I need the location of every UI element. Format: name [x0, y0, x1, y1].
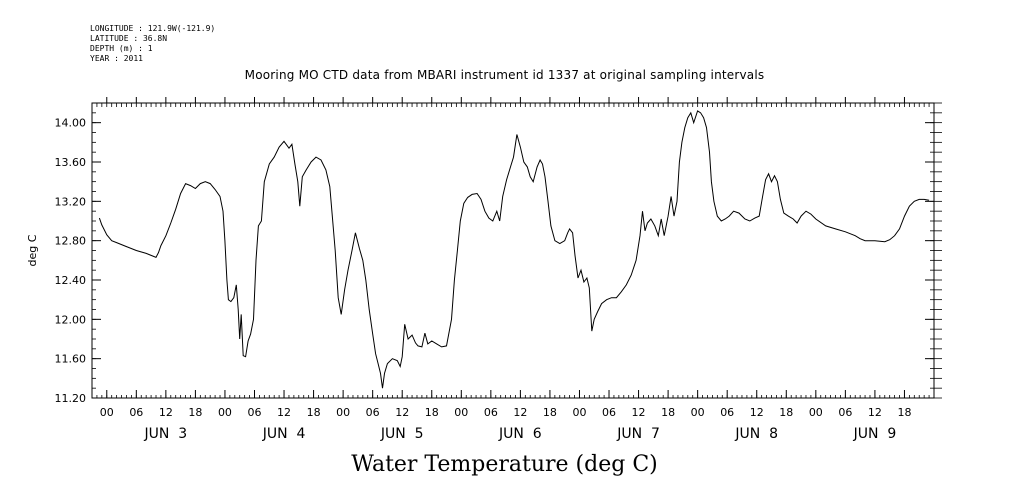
x-hour-label: 12 — [513, 406, 527, 419]
x-hour-label: 00 — [218, 406, 232, 419]
x-hour-label: 06 — [366, 406, 380, 419]
meta-year: YEAR : 2011 — [90, 54, 143, 63]
x-day-label: JUN 4 — [262, 426, 306, 442]
y-tick-label: 11.20 — [55, 392, 87, 405]
x-hour-label: 12 — [868, 406, 882, 419]
x-hour-label: 06 — [129, 406, 143, 419]
x-hour-label: 00 — [100, 406, 114, 419]
x-day-label: JUN 7 — [616, 426, 660, 442]
x-hour-label: 00 — [809, 406, 823, 419]
x-hour-label: 06 — [484, 406, 498, 419]
footer-title: Water Temperature (deg C) — [351, 452, 658, 477]
x-hour-label: 00 — [454, 406, 468, 419]
x-hour-label: 06 — [838, 406, 852, 419]
x-day-label: JUN 8 — [734, 426, 778, 442]
y-tick-label: 12.00 — [55, 313, 87, 326]
x-day-label: JUN 9 — [853, 426, 897, 442]
x-hour-label: 12 — [277, 406, 291, 419]
x-hour-label: 06 — [602, 406, 616, 419]
meta-latitude: LATITUDE : 36.8N — [90, 34, 168, 43]
meta-depth: DEPTH (m) : 1 — [90, 44, 153, 53]
x-hour-label: 00 — [336, 406, 350, 419]
y-tick-label: 13.60 — [55, 156, 87, 169]
plot-frame — [91, 102, 935, 399]
y-axis-label: deg C — [26, 234, 39, 266]
x-hour-label: 12 — [159, 406, 173, 419]
y-tick-label: 11.60 — [55, 353, 87, 366]
x-hour-label: 18 — [897, 406, 911, 419]
x-hour-label: 18 — [188, 406, 202, 419]
metadata-block: LONGITUDE : 121.9W(-121.9) LATITUDE : 36… — [90, 24, 215, 64]
x-day-label: JUN 3 — [144, 426, 188, 442]
y-tick-label: 12.80 — [55, 235, 87, 248]
x-day-label: JUN 6 — [498, 426, 542, 442]
x-hour-label: 18 — [543, 406, 557, 419]
x-hour-label: 18 — [425, 406, 439, 419]
x-day-label: JUN 5 — [380, 426, 424, 442]
chart-title: Mooring MO CTD data from MBARI instrumen… — [244, 68, 765, 82]
temperature-series-line — [98, 110, 930, 389]
y-tick-label: 13.20 — [55, 195, 87, 208]
y-tick-label: 12.40 — [55, 274, 87, 287]
x-hour-label: 12 — [632, 406, 646, 419]
x-hour-label: 12 — [395, 406, 409, 419]
x-hour-label: 18 — [307, 406, 321, 419]
x-hour-label: 18 — [661, 406, 675, 419]
y-tick-label: 14.00 — [55, 117, 87, 130]
meta-longitude: LONGITUDE : 121.9W(-121.9) — [90, 24, 216, 33]
x-hour-label: 18 — [779, 406, 793, 419]
x-hour-label: 12 — [750, 406, 764, 419]
x-hour-label: 00 — [691, 406, 705, 419]
x-hour-label: 06 — [720, 406, 734, 419]
x-hour-label: 06 — [247, 406, 261, 419]
x-hour-label: 00 — [572, 406, 586, 419]
